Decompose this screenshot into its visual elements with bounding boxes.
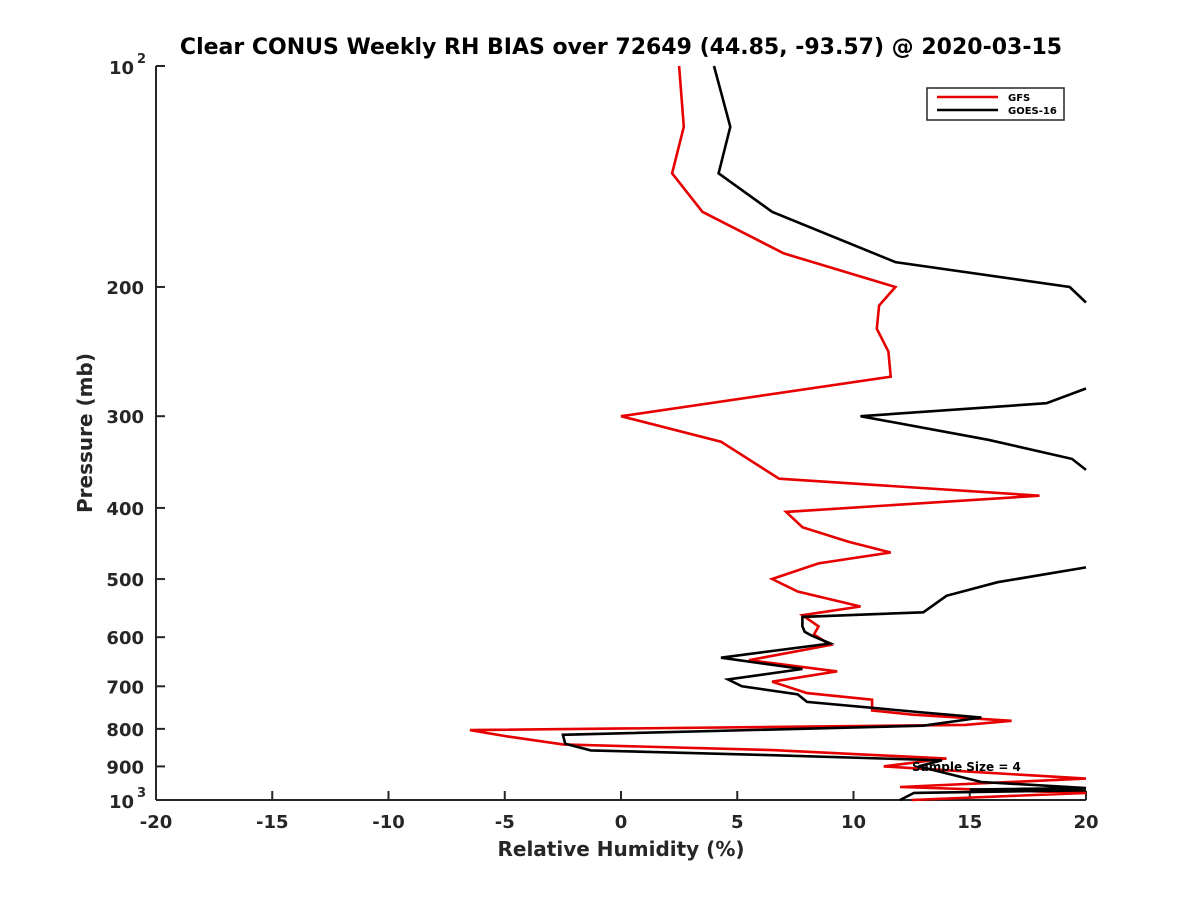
y-tick-label: 600 xyxy=(106,628,144,649)
x-tick-label: -5 xyxy=(495,812,515,833)
x-tick-label: 0 xyxy=(615,812,628,833)
x-tick-label: -10 xyxy=(372,812,405,833)
x-tick-label: -15 xyxy=(256,812,289,833)
x-axis-label: Relative Humidity (%) xyxy=(497,837,744,861)
y-tick-exponent: 2 xyxy=(137,52,146,67)
y-tick-label: 800 xyxy=(106,720,144,741)
y-tick-label: 10 xyxy=(109,792,134,813)
y-tick-exponent: 3 xyxy=(137,786,146,801)
x-axis-ticks: -20 -15 -10 -5 0 5 10 15 20 xyxy=(140,791,1099,833)
chart-title: Clear CONUS Weekly RH BIAS over 72649 (4… xyxy=(180,35,1062,60)
legend-label: GOES-16 xyxy=(1008,106,1057,117)
x-tick-label: 20 xyxy=(1073,812,1098,833)
y-tick-label: 300 xyxy=(106,407,144,428)
x-tick-label: 5 xyxy=(731,812,744,833)
series-goes-16-line xyxy=(712,65,1087,304)
y-tick-label: 200 xyxy=(106,278,144,299)
legend-label: GFS xyxy=(1008,93,1030,104)
series-gfs-line xyxy=(469,65,1087,802)
y-tick-label: 400 xyxy=(106,499,144,520)
y-tick-label: 500 xyxy=(106,570,144,591)
x-tick-label: -20 xyxy=(140,812,173,833)
sample-size-annotation: Sample Size = 4 xyxy=(912,760,1021,774)
y-tick-label: 900 xyxy=(106,757,144,778)
y-tick-label: 10 xyxy=(109,58,134,79)
y-axis-label: Pressure (mb) xyxy=(73,353,97,513)
series-goes-16-line xyxy=(561,566,1087,802)
legend-box xyxy=(926,87,1065,121)
legend: GFS GOES-16 xyxy=(926,87,1065,121)
series-goes-16-line xyxy=(860,387,1087,471)
y-tick-label: 700 xyxy=(106,677,144,698)
x-tick-label: 10 xyxy=(841,812,866,833)
plot-series xyxy=(469,65,1087,802)
x-tick-label: 15 xyxy=(957,812,982,833)
